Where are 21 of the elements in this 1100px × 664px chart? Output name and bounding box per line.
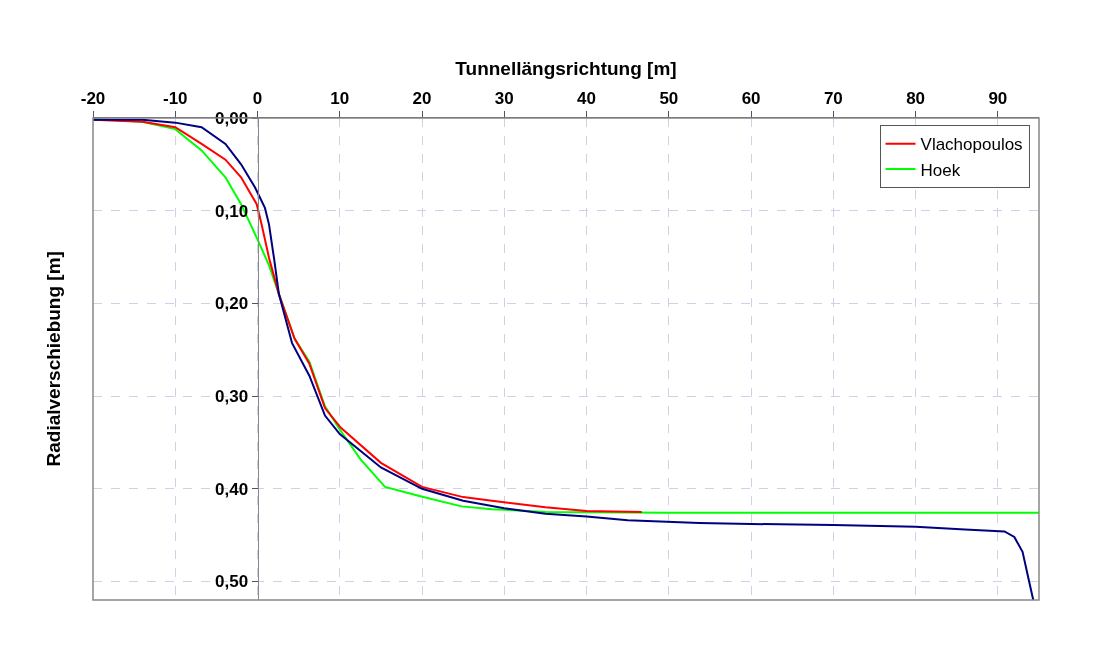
y-tick-label: 0,50 [215,572,249,592]
x-tick-label: 60 [741,89,761,109]
x-tick-label: 90 [988,89,1008,109]
y-tick-label: 0,00 [215,108,249,128]
x-tick-label: 50 [659,89,679,109]
x-tick-label: 10 [330,89,350,109]
y-tick-label: 0,30 [215,387,249,407]
y-tick-label: 0,20 [215,294,249,314]
legend-label: Hoek [920,160,961,180]
x-tick-label: 30 [494,89,514,109]
x-tick-label: 40 [577,89,597,109]
y-tick-label: 0,40 [215,479,249,499]
x-tick-label: -20 [80,89,106,109]
x-tick-label: -10 [162,89,188,109]
x-tick-label: 20 [412,89,432,109]
x-tick-label: 70 [823,89,843,109]
y-axis-title: Radialverschiebung [m] [43,251,65,467]
legend-label: Vlachopoulos [920,135,1023,155]
x-tick-label: 0 [252,89,263,109]
x-axis-title: Tunnellängsrichtung [m] [455,58,677,80]
x-tick-label: 80 [906,89,926,109]
